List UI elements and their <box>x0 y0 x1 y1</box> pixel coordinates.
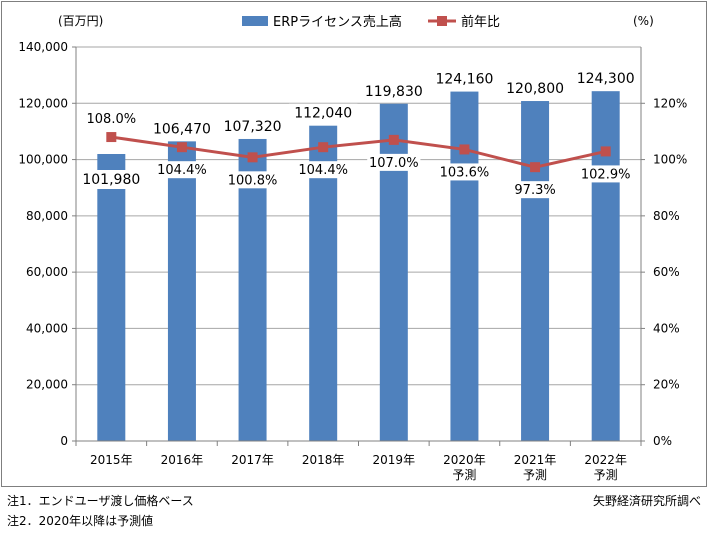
x-tick-label: 予測 <box>594 468 618 482</box>
growth-point-2 <box>176 142 187 153</box>
bar-7 <box>521 101 550 441</box>
right-tick-label: 120% <box>653 96 687 110</box>
growth-label-bg <box>155 161 209 179</box>
bar-2 <box>167 141 196 441</box>
x-tick-label: 予測 <box>523 468 547 482</box>
growth-point-7 <box>530 162 541 173</box>
note-1: 注1．エンドユーザ渡し価格ベース <box>7 494 194 508</box>
right-tick-label: 100% <box>653 153 687 167</box>
x-tick-label: 2019年 <box>373 453 416 467</box>
bar-value-label-bg <box>500 79 570 99</box>
growth-label: 97.3% <box>514 183 555 198</box>
chart-frame <box>1 1 707 487</box>
left-tick-label: 140,000 <box>18 40 68 54</box>
left-tick-label: 20,000 <box>26 378 68 392</box>
left-tick-label: 0 <box>60 434 68 448</box>
left-tick-label: 120,000 <box>18 96 68 110</box>
growth-label: 108.0% <box>87 112 137 127</box>
growth-point-1 <box>106 132 117 143</box>
left-tick-label: 80,000 <box>26 209 68 223</box>
x-tick-label: 2020年 <box>443 453 486 467</box>
x-tick-label: 2021年 <box>514 453 557 467</box>
growth-label: 104.4% <box>298 163 348 178</box>
legend-bar-label: ERPライセンス売上高 <box>273 14 402 30</box>
x-tick-label: 2016年 <box>161 453 204 467</box>
left-tick-label: 100,000 <box>18 153 68 167</box>
right-tick-label: 60% <box>653 265 680 279</box>
right-tick-label: 20% <box>653 378 680 392</box>
bar-value-label-bg <box>571 69 640 89</box>
bar-value-label-bg <box>288 103 358 123</box>
left-tick-label: 40,000 <box>26 321 68 335</box>
growth-label: 102.9% <box>581 167 631 182</box>
bar-value-label: 119,830 <box>365 84 423 100</box>
bar-value-label: 124,300 <box>577 71 635 87</box>
bar-value-label: 107,320 <box>224 119 282 135</box>
bar-8 <box>591 91 620 441</box>
left-axis-unit: (百万円) <box>58 14 103 28</box>
right-axis-unit: (%) <box>633 14 654 28</box>
bar-value-label: 106,470 <box>153 121 211 137</box>
growth-point-4 <box>318 142 329 153</box>
right-tick-label: 80% <box>653 209 680 223</box>
x-tick-label: 2017年 <box>231 453 274 467</box>
bar-1 <box>97 153 126 441</box>
growth-line <box>111 135 607 169</box>
bar-3 <box>238 138 267 441</box>
x-tick-label: 2018年 <box>302 453 345 467</box>
growth-label: 100.8% <box>228 173 278 188</box>
legend-line-marker <box>437 16 447 26</box>
right-tick-label: 40% <box>653 321 680 335</box>
x-tick-label: 2015年 <box>90 453 133 467</box>
left-tick-label: 60,000 <box>26 265 68 279</box>
growth-label-bg <box>512 181 558 199</box>
bar-value-label: 120,800 <box>506 81 564 97</box>
growth-label: 104.4% <box>157 163 207 178</box>
bar-4 <box>309 125 338 441</box>
growth-point-3 <box>247 152 258 163</box>
growth-label-bg <box>367 153 421 171</box>
legend-line-label: 前年比 <box>461 14 500 30</box>
bar-value-label-bg <box>77 169 146 189</box>
growth-label: 103.6% <box>440 165 490 180</box>
growth-label-bg <box>579 165 633 183</box>
growth-label: 107.0% <box>369 156 419 171</box>
x-tick-label: 予測 <box>452 468 476 482</box>
growth-label-bg <box>296 161 350 179</box>
legend-bar-swatch <box>242 16 268 26</box>
bar-value-label-bg <box>147 119 217 139</box>
x-tick-label: 2022年 <box>584 453 627 467</box>
right-tick-label: 0% <box>653 434 672 448</box>
source-note: 矢野経済研究所調べ <box>592 494 701 508</box>
bar-value-label-bg <box>218 116 287 136</box>
bar-value-label-bg <box>430 69 499 89</box>
growth-label-bg <box>437 163 492 181</box>
bar-value-label: 124,160 <box>435 72 493 88</box>
bar-6 <box>450 91 479 442</box>
bar-value-label: 101,980 <box>82 172 140 188</box>
growth-point-8 <box>600 146 611 157</box>
bar-value-label: 112,040 <box>294 106 352 122</box>
note-2: 注2．2020年以降は予測値 <box>7 514 154 528</box>
growth-point-5 <box>388 134 399 145</box>
growth-label-bg <box>84 110 138 128</box>
bar-value-label-bg <box>359 81 429 101</box>
growth-label-bg <box>225 171 280 189</box>
growth-point-6 <box>459 144 470 155</box>
